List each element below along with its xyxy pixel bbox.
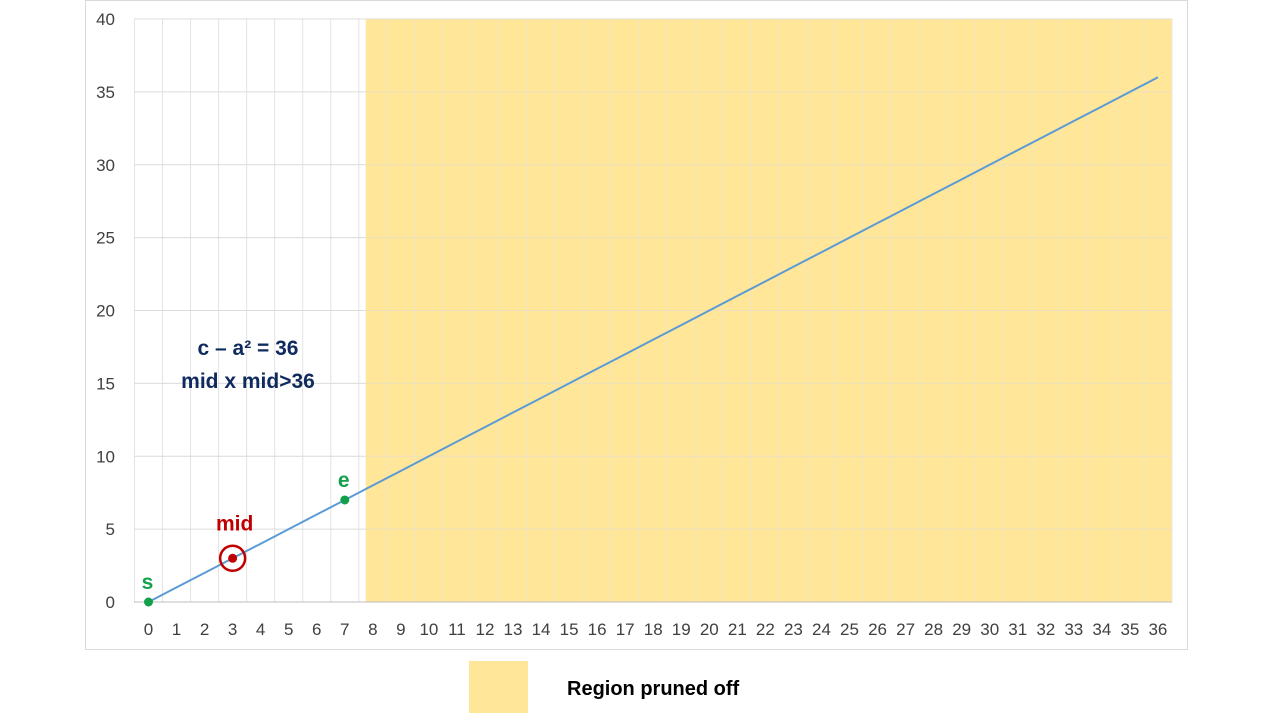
point-mid	[228, 553, 238, 563]
x-tick-label: 23	[784, 620, 803, 639]
point-s	[144, 597, 153, 607]
x-tick-label: 16	[588, 620, 607, 639]
x-tick-label: 35	[1120, 620, 1139, 639]
x-tick-label: 22	[756, 620, 775, 639]
x-tick-label: 7	[340, 620, 349, 639]
pruned-region-overlay	[365, 19, 1172, 602]
x-tick-label: 6	[312, 620, 321, 639]
x-tick-label: 29	[952, 620, 971, 639]
y-tick-label: 10	[96, 447, 115, 466]
y-tick-label: 25	[96, 229, 115, 248]
x-tick-label: 27	[896, 620, 915, 639]
x-tick-label: 0	[144, 620, 153, 639]
y-tick-label: 20	[96, 302, 115, 321]
y-tick-label: 40	[96, 10, 115, 29]
x-tick-label: 21	[728, 620, 747, 639]
x-tick-label: 20	[700, 620, 719, 639]
x-tick-label: 31	[1008, 620, 1027, 639]
x-tick-label: 17	[616, 620, 635, 639]
x-tick-label: 14	[532, 620, 551, 639]
x-tick-label: 5	[284, 620, 293, 639]
x-tick-label: 2	[200, 620, 209, 639]
x-tick-label: 11	[448, 620, 466, 639]
x-tick-label: 28	[924, 620, 943, 639]
point-e	[340, 495, 350, 505]
x-tick-label: 1	[172, 620, 181, 639]
point-label-s: s	[142, 571, 154, 594]
x-tick-label: 24	[812, 620, 831, 639]
x-tick-label: 13	[504, 620, 523, 639]
y-tick-label: 15	[96, 374, 115, 393]
x-tick-label: 36	[1148, 620, 1167, 639]
x-tick-label: 26	[868, 620, 887, 639]
x-tick-label: 30	[980, 620, 999, 639]
x-tick-label: 19	[672, 620, 691, 639]
x-tick-label: 9	[396, 620, 405, 639]
series-line	[148, 76, 1159, 603]
x-tick-label: 4	[256, 620, 265, 639]
legend-swatch	[469, 661, 528, 713]
y-tick-label: 5	[106, 520, 115, 539]
annotation-condition: mid x mid>36	[181, 370, 315, 393]
x-tick-label: 33	[1064, 620, 1083, 639]
legend-label: Region pruned off	[567, 678, 740, 700]
y-tick-label: 30	[96, 156, 115, 175]
point-label-mid: mid	[216, 512, 253, 535]
x-tick-label: 32	[1036, 620, 1055, 639]
x-tick-label: 34	[1092, 620, 1111, 639]
point-mid-ring	[218, 544, 247, 573]
x-tick-label: 12	[476, 620, 495, 639]
x-tick-label: 3	[228, 620, 237, 639]
x-tick-label: 15	[560, 620, 579, 639]
point-label-e: e	[338, 469, 350, 492]
x-tick-label: 18	[644, 620, 663, 639]
annotation-equation: c – a² = 36	[198, 337, 299, 360]
x-tick-label: 8	[368, 620, 377, 639]
x-tick-label: 25	[840, 620, 859, 639]
x-tick-label: 10	[419, 620, 438, 639]
y-tick-label: 35	[96, 83, 115, 102]
y-tick-label: 0	[106, 593, 115, 612]
